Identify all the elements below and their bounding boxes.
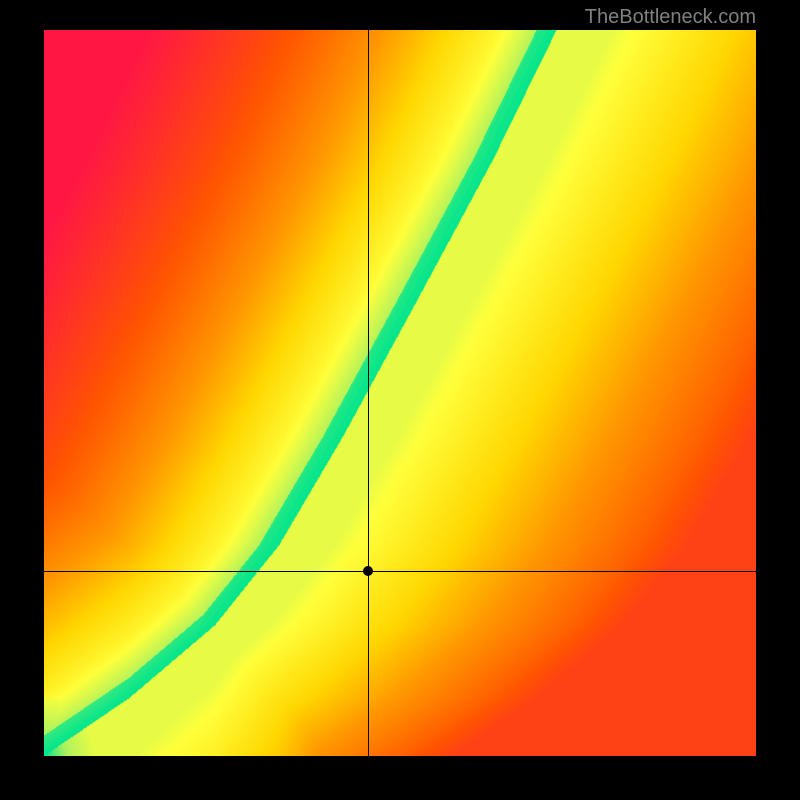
crosshair-vertical [368,30,369,756]
watermark-text: TheBottleneck.com [585,6,756,29]
heatmap-plot [44,30,756,756]
crosshair-marker [363,566,373,576]
crosshair-horizontal [44,571,756,572]
heatmap-canvas [44,30,756,756]
